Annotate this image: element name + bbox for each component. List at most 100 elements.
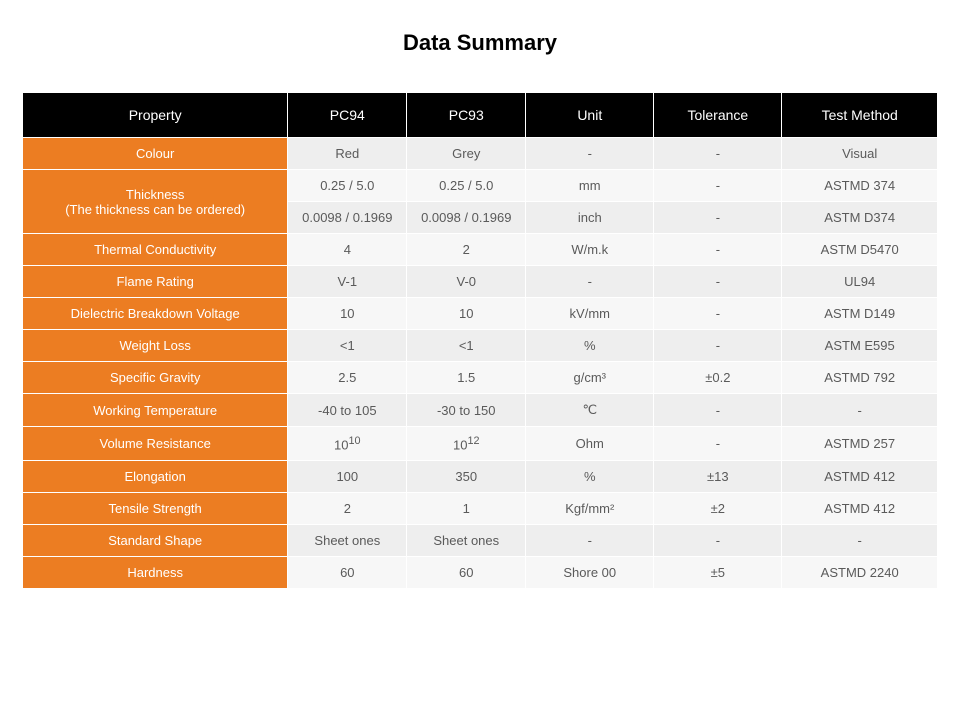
table-header-row: Property PC94 PC93 Unit Tolerance Test M… — [23, 93, 938, 138]
cell-pc93: V-0 — [407, 266, 526, 298]
cell-pc94: 1010 — [288, 427, 407, 461]
table-row: ColourRedGrey--Visual — [23, 138, 938, 170]
cell-unit: - — [526, 525, 654, 557]
cell-pc94: -40 to 105 — [288, 394, 407, 427]
cell-method: ASTMD 792 — [782, 362, 938, 394]
cell-pc93: 350 — [407, 461, 526, 493]
cell-method: - — [782, 525, 938, 557]
cell-pc94: 2 — [288, 493, 407, 525]
cell-pc93: 10 — [407, 298, 526, 330]
cell-pc94: Sheet ones — [288, 525, 407, 557]
cell-pc94: 4 — [288, 234, 407, 266]
table-row: Volume Resistance10101012Ohm-ASTMD 257 — [23, 427, 938, 461]
cell-unit: Kgf/mm² — [526, 493, 654, 525]
cell-method: ASTMD 374 — [782, 170, 938, 202]
cell-property: Weight Loss — [23, 330, 288, 362]
table-row: Tensile Strength21Kgf/mm²±2ASTMD 412 — [23, 493, 938, 525]
table-row: Thermal Conductivity42W/m.k-ASTM D5470 — [23, 234, 938, 266]
cell-tolerance: - — [654, 266, 782, 298]
cell-pc94: 60 — [288, 557, 407, 589]
cell-tolerance: - — [654, 394, 782, 427]
table-row: Dielectric Breakdown Voltage1010kV/mm-AS… — [23, 298, 938, 330]
cell-method: ASTMD 257 — [782, 427, 938, 461]
cell-unit: Ohm — [526, 427, 654, 461]
cell-property: Tensile Strength — [23, 493, 288, 525]
cell-tolerance: - — [654, 170, 782, 202]
cell-pc93: 1 — [407, 493, 526, 525]
cell-method: Visual — [782, 138, 938, 170]
cell-pc93: <1 — [407, 330, 526, 362]
cell-property: Colour — [23, 138, 288, 170]
cell-unit: - — [526, 266, 654, 298]
cell-tolerance: ±5 — [654, 557, 782, 589]
cell-method: ASTM E595 — [782, 330, 938, 362]
cell-pc93: 60 — [407, 557, 526, 589]
cell-property: Dielectric Breakdown Voltage — [23, 298, 288, 330]
cell-unit: W/m.k — [526, 234, 654, 266]
cell-pc94: 0.25 / 5.0 — [288, 170, 407, 202]
cell-property: Thickness(The thickness can be ordered) — [23, 170, 288, 234]
cell-method: ASTMD 2240 — [782, 557, 938, 589]
cell-unit: inch — [526, 202, 654, 234]
cell-unit: mm — [526, 170, 654, 202]
cell-unit: % — [526, 330, 654, 362]
cell-tolerance: - — [654, 298, 782, 330]
cell-pc93: -30 to 150 — [407, 394, 526, 427]
th-pc94: PC94 — [288, 93, 407, 138]
cell-pc93: 0.0098 / 0.1969 — [407, 202, 526, 234]
cell-pc93: 0.25 / 5.0 — [407, 170, 526, 202]
cell-unit: ℃ — [526, 394, 654, 427]
table-row: Elongation100350%±13ASTMD 412 — [23, 461, 938, 493]
cell-tolerance: - — [654, 427, 782, 461]
cell-method: ASTMD 412 — [782, 493, 938, 525]
table-row: Flame RatingV-1V-0--UL94 — [23, 266, 938, 298]
cell-property: Standard Shape — [23, 525, 288, 557]
cell-pc94: 2.5 — [288, 362, 407, 394]
cell-pc94: <1 — [288, 330, 407, 362]
cell-unit: - — [526, 138, 654, 170]
cell-method: ASTM D374 — [782, 202, 938, 234]
cell-tolerance: - — [654, 330, 782, 362]
cell-tolerance: - — [654, 525, 782, 557]
cell-tolerance: ±2 — [654, 493, 782, 525]
cell-method: ASTM D149 — [782, 298, 938, 330]
cell-property: Working Temperature — [23, 394, 288, 427]
cell-unit: % — [526, 461, 654, 493]
cell-property: Specific Gravity — [23, 362, 288, 394]
cell-property: Volume Resistance — [23, 427, 288, 461]
table-body: ColourRedGrey--VisualThickness(The thick… — [23, 138, 938, 589]
table-row: Hardness6060Shore 00±5ASTMD 2240 — [23, 557, 938, 589]
cell-pc94: 10 — [288, 298, 407, 330]
cell-unit: kV/mm — [526, 298, 654, 330]
cell-tolerance: - — [654, 234, 782, 266]
th-property: Property — [23, 93, 288, 138]
th-unit: Unit — [526, 93, 654, 138]
cell-pc93: Sheet ones — [407, 525, 526, 557]
cell-pc94: 100 — [288, 461, 407, 493]
cell-property: Hardness — [23, 557, 288, 589]
table-row: Standard ShapeSheet onesSheet ones--- — [23, 525, 938, 557]
cell-tolerance: - — [654, 202, 782, 234]
cell-property: Flame Rating — [23, 266, 288, 298]
table-row: Working Temperature-40 to 105-30 to 150℃… — [23, 394, 938, 427]
cell-method: - — [782, 394, 938, 427]
cell-property: Thermal Conductivity — [23, 234, 288, 266]
cell-pc94: Red — [288, 138, 407, 170]
cell-method: ASTMD 412 — [782, 461, 938, 493]
table-row: Thickness(The thickness can be ordered)0… — [23, 170, 938, 202]
cell-unit: Shore 00 — [526, 557, 654, 589]
cell-tolerance: ±13 — [654, 461, 782, 493]
th-pc93: PC93 — [407, 93, 526, 138]
th-tolerance: Tolerance — [654, 93, 782, 138]
cell-pc94: 0.0098 / 0.1969 — [288, 202, 407, 234]
cell-pc93: 1012 — [407, 427, 526, 461]
th-method: Test Method — [782, 93, 938, 138]
cell-property: Elongation — [23, 461, 288, 493]
cell-pc93: 1.5 — [407, 362, 526, 394]
table-row: Weight Loss<1<1%-ASTM E595 — [23, 330, 938, 362]
data-table-container: Property PC94 PC93 Unit Tolerance Test M… — [0, 92, 960, 589]
page-title: Data Summary — [0, 0, 960, 92]
cell-tolerance: - — [654, 138, 782, 170]
cell-tolerance: ±0.2 — [654, 362, 782, 394]
cell-method: UL94 — [782, 266, 938, 298]
